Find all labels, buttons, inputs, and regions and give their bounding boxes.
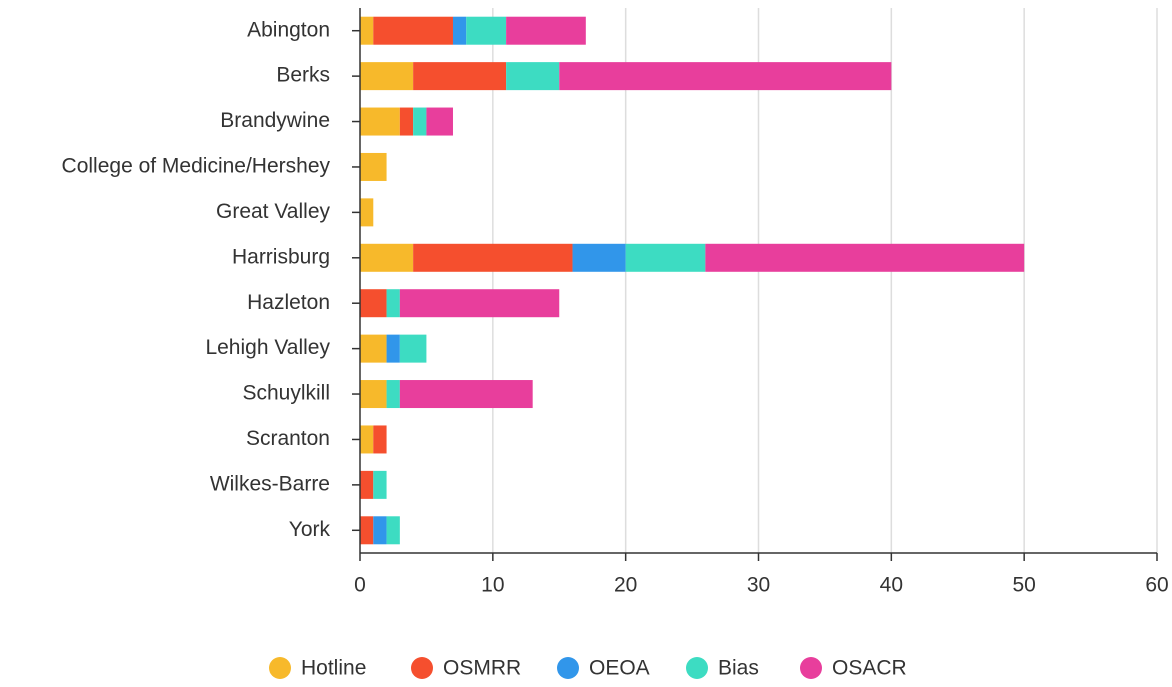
- y-tick-label: Brandywine: [220, 109, 330, 132]
- bar-segment: [413, 243, 573, 272]
- bar-segment: [360, 62, 414, 91]
- bar-segment: [399, 380, 533, 409]
- x-tick-label: 50: [1012, 574, 1035, 597]
- x-tick-label: 40: [880, 574, 903, 597]
- y-tick-label: Berks: [276, 64, 330, 87]
- bar-segment: [360, 516, 374, 545]
- bar-segment: [452, 16, 467, 45]
- bar-segment: [386, 334, 400, 363]
- y-tick-label: Abington: [247, 18, 330, 41]
- bar-segment: [559, 62, 892, 91]
- y-tick-label: York: [289, 518, 331, 541]
- bar-segment: [360, 289, 387, 318]
- y-tick-label: Great Valley: [216, 200, 330, 223]
- legend-label: OSMRR: [443, 657, 521, 680]
- bar-segment: [399, 289, 560, 318]
- bar-segment: [386, 289, 400, 318]
- y-tick-label: Schuylkill: [242, 382, 330, 405]
- bar-segment: [360, 470, 374, 499]
- bar-segment: [360, 152, 387, 181]
- bar-segment: [360, 107, 400, 136]
- bar-segment: [506, 62, 560, 91]
- bar-segment: [386, 380, 400, 409]
- x-tick-label: 20: [614, 574, 637, 597]
- y-tick-label: College of Medicine/Hershey: [62, 155, 331, 178]
- legend-label: OSACR: [832, 657, 907, 680]
- y-tick-label: Hazleton: [247, 291, 330, 314]
- legend-marker: [557, 657, 579, 679]
- bar-segment: [413, 107, 427, 136]
- bar-segment: [360, 334, 387, 363]
- legend-marker: [800, 657, 822, 679]
- x-tick-label: 10: [481, 574, 504, 597]
- bar-segment: [413, 62, 507, 91]
- bar-segment: [373, 516, 387, 545]
- bar-segment: [426, 107, 453, 136]
- legend-marker: [411, 657, 433, 679]
- bar-segment: [360, 16, 374, 45]
- bar-segment: [360, 243, 414, 272]
- bar-segment: [572, 243, 626, 272]
- bar-segment: [399, 107, 414, 136]
- bar-segment: [625, 243, 706, 272]
- bar-segment: [386, 516, 400, 545]
- bar-segment: [466, 16, 507, 45]
- x-tick-label: 0: [354, 574, 366, 597]
- bar-segment: [373, 16, 453, 45]
- legend-marker: [269, 657, 291, 679]
- x-tick-label: 30: [747, 574, 770, 597]
- x-tick-label: 60: [1145, 574, 1168, 597]
- bar-segment: [360, 380, 387, 409]
- y-tick-label: Lehigh Valley: [205, 336, 330, 359]
- legend-label: OEOA: [589, 657, 650, 680]
- y-tick-label: Harrisburg: [232, 245, 330, 268]
- bar-segment: [399, 334, 427, 363]
- legend-marker: [686, 657, 708, 679]
- y-tick-label: Wilkes-Barre: [210, 472, 330, 495]
- y-tick-label: Scranton: [246, 427, 330, 450]
- bar-segment: [705, 243, 1025, 272]
- bar-segment: [373, 425, 387, 454]
- bar-segment: [360, 198, 374, 227]
- bar-segment: [373, 470, 387, 499]
- legend-label: Hotline: [301, 657, 366, 680]
- bar-segment: [360, 425, 374, 454]
- bar-segment: [506, 16, 586, 45]
- legend-label: Bias: [718, 657, 759, 680]
